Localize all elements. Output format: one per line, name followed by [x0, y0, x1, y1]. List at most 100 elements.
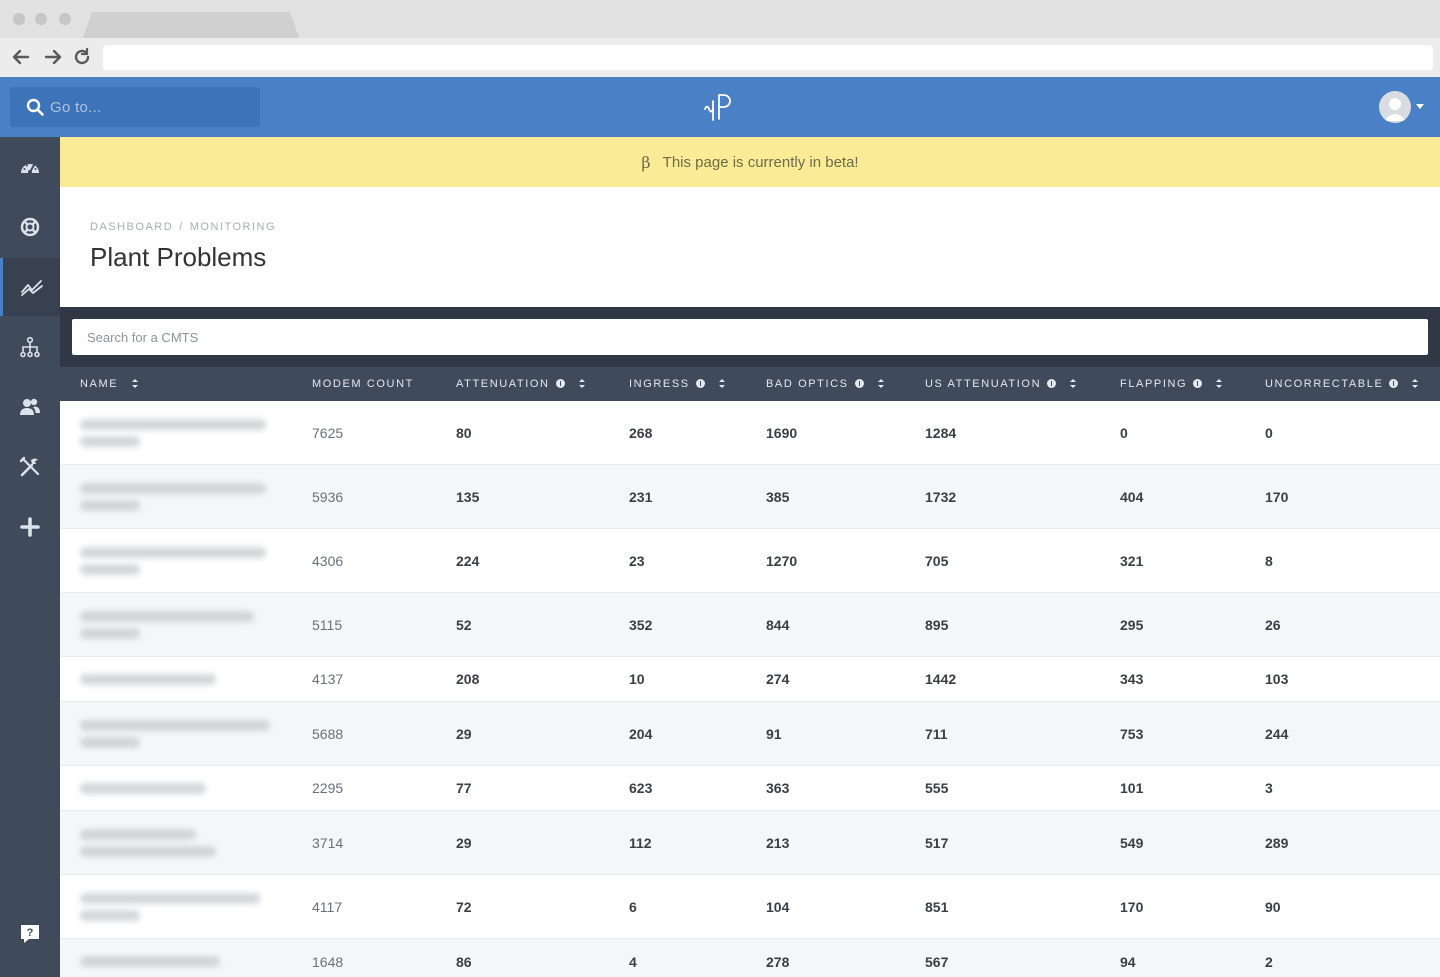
breadcrumb-separator: / [179, 221, 184, 233]
goto-input[interactable] [50, 93, 250, 121]
browser-toolbar [0, 38, 1440, 77]
cmts-name-cell-redacted[interactable] [80, 702, 300, 765]
column-header-us-attenuation[interactable]: US ATTENUATION [925, 367, 1077, 401]
back-arrow-icon[interactable] [10, 46, 32, 68]
address-bar[interactable] [103, 45, 1433, 70]
table-row[interactable]: 5936 135 231 385 1732 404 170 [60, 465, 1440, 529]
us-attenuation-cell: 555 [925, 780, 949, 796]
window-close-dot[interactable] [13, 13, 25, 25]
uncorrectable-cell: 0 [1265, 424, 1273, 441]
user-avatar[interactable] [1379, 91, 1411, 123]
column-header-flapping[interactable]: FLAPPING [1120, 367, 1223, 401]
redacted-text [80, 956, 220, 967]
cmts-name-cell-redacted[interactable] [80, 401, 300, 464]
sidebar-item-monitoring[interactable] [0, 258, 60, 316]
app-logo-icon[interactable] [700, 89, 736, 125]
sidebar-item-dashboard[interactable] [0, 139, 60, 197]
us-attenuation-cell: 705 [925, 552, 949, 569]
redacted-text [80, 892, 260, 904]
column-header-attenuation[interactable]: ATTENUATION [456, 367, 585, 401]
flapping-cell: 404 [1120, 488, 1144, 505]
table-row[interactable]: 5115 52 352 844 895 295 26 [60, 593, 1440, 657]
browser-tab[interactable] [82, 12, 300, 40]
column-header-name[interactable]: NAME [80, 367, 139, 401]
column-header-label: NAME [80, 378, 119, 390]
info-icon[interactable] [854, 379, 864, 388]
beta-icon: β [641, 152, 651, 172]
column-header-modem-count: MODEM COUNT [312, 367, 414, 401]
sort-icon[interactable] [1412, 379, 1419, 388]
flapping-cell: 321 [1120, 552, 1144, 569]
attenuation-cell: 86 [456, 953, 472, 970]
dashboard-gauge-icon [21, 164, 39, 174]
breadcrumb-item-monitoring[interactable]: MONITORING [189, 221, 277, 233]
uncorrectable-cell: 244 [1265, 725, 1289, 742]
table-header: NAME MODEM COUNT ATTENUATION INGRESS BAD OPT… [60, 367, 1440, 401]
cmts-name-cell-redacted[interactable] [80, 593, 300, 656]
info-icon[interactable] [1193, 379, 1203, 388]
table-row[interactable]: 1648 86 4 278 567 94 2 [60, 939, 1440, 977]
sort-icon[interactable] [877, 379, 884, 388]
user-silhouette-icon [1384, 98, 1406, 121]
column-header-bad-optics[interactable]: BAD OPTICS [766, 367, 884, 401]
bad-optics-cell: 213 [766, 834, 790, 851]
sort-icon[interactable] [578, 379, 585, 388]
help-chat-icon[interactable]: ? [18, 922, 42, 946]
cmts-name-cell-redacted[interactable] [80, 766, 300, 810]
redacted-text [80, 719, 270, 731]
bad-optics-cell: 1270 [766, 552, 798, 569]
sidebar-item-users[interactable] [0, 378, 60, 436]
modem-count-cell: 3714 [312, 834, 344, 851]
forward-arrow-icon[interactable] [42, 46, 64, 68]
ingress-cell: 10 [629, 671, 645, 687]
info-icon[interactable] [555, 379, 565, 388]
info-icon[interactable] [1047, 379, 1057, 388]
goto-search[interactable] [10, 87, 260, 127]
ingress-cell: 352 [629, 616, 653, 633]
table-row[interactable]: 4137 208 10 274 1442 343 103 [60, 657, 1440, 702]
table-row[interactable]: 4117 72 6 104 851 170 90 [60, 875, 1440, 939]
redacted-text [80, 673, 216, 685]
sidebar-item-network[interactable] [0, 318, 60, 376]
caret-down-icon[interactable] [1416, 104, 1424, 109]
network-topology-icon [20, 336, 40, 358]
column-header-label: UNCORRECTABLE [1265, 378, 1384, 390]
cmts-search-input[interactable] [72, 319, 1428, 355]
modem-count-cell: 5115 [312, 616, 343, 633]
sidebar-item-tools[interactable] [0, 438, 60, 496]
table-row[interactable]: 4306 224 23 1270 705 321 8 [60, 529, 1440, 593]
cmts-name-cell-redacted[interactable] [80, 875, 300, 938]
us-attenuation-cell: 895 [925, 616, 949, 633]
reload-icon[interactable] [71, 46, 93, 68]
sidebar-item-support[interactable] [0, 198, 60, 256]
ingress-cell: 4 [629, 953, 637, 970]
search-icon [26, 98, 44, 116]
redacted-text [80, 499, 140, 511]
sort-icon[interactable] [132, 379, 139, 388]
cmts-name-cell-redacted[interactable] [80, 657, 300, 701]
attenuation-cell: 224 [456, 552, 480, 569]
sort-icon[interactable] [718, 379, 725, 388]
info-icon[interactable] [1389, 379, 1399, 388]
breadcrumb-item-dashboard[interactable]: DASHBOARD [90, 221, 174, 233]
column-header-uncorrectable[interactable]: UNCORRECTABLE [1265, 367, 1419, 401]
sort-icon[interactable] [1216, 379, 1223, 388]
cmts-name-cell-redacted[interactable] [80, 465, 300, 528]
window-minimize-dot[interactable] [35, 13, 47, 25]
window-maximize-dot[interactable] [59, 13, 71, 25]
column-header-ingress[interactable]: INGRESS [629, 367, 725, 401]
cmts-name-cell-redacted[interactable] [80, 939, 300, 977]
table-row[interactable]: 7625 80 268 1690 1284 0 0 [60, 401, 1440, 465]
us-attenuation-cell: 1442 [925, 671, 957, 687]
cmts-name-cell-redacted[interactable] [80, 811, 300, 874]
table-row[interactable]: 3714 29 112 213 517 549 289 [60, 811, 1440, 875]
table-row[interactable]: 2295 77 623 363 555 101 3 [60, 766, 1440, 811]
info-icon[interactable] [695, 379, 705, 388]
sidebar-item-add[interactable] [0, 498, 60, 556]
cmts-name-cell-redacted[interactable] [80, 529, 300, 592]
uncorrectable-cell: 26 [1265, 616, 1281, 633]
us-attenuation-cell: 567 [925, 953, 949, 970]
sort-icon[interactable] [1070, 379, 1077, 388]
uncorrectable-cell: 90 [1265, 898, 1281, 915]
table-row[interactable]: 5688 29 204 91 711 753 244 [60, 702, 1440, 766]
